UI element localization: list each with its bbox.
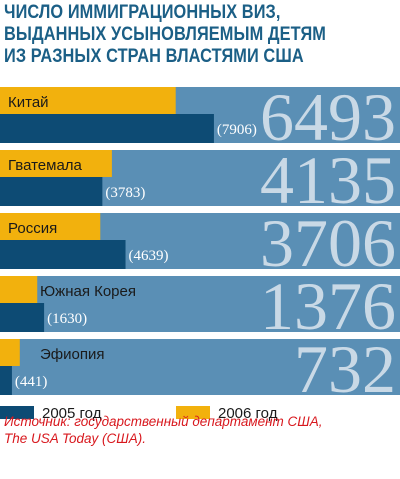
value-label-2006: 6493	[260, 79, 396, 155]
bar-2006	[0, 87, 176, 114]
value-label-2005: (7906)	[217, 122, 257, 138]
title-line: ЧИСЛО ИММИГРАЦИОННЫХ ВИЗ,	[4, 2, 281, 23]
legend-label-2006: 2006 год	[218, 405, 278, 422]
bar-2006	[0, 213, 101, 240]
bar-2006	[0, 276, 38, 303]
value-label-2005: (441)	[15, 374, 48, 390]
source-note: Источник: государственный департамент СШ…	[4, 413, 396, 447]
value-label-2005: (4639)	[129, 248, 169, 264]
bar-2005	[0, 366, 12, 395]
value-label-2005: (3783)	[105, 185, 145, 201]
value-label-2006: 1376	[260, 268, 396, 344]
chart-title: ЧИСЛО ИММИГРАЦИОННЫХ ВИЗ, ВЫДАННЫХ УСЫНО…	[4, 2, 341, 68]
category-label: Китай	[8, 94, 49, 111]
bar-2005	[0, 303, 45, 332]
value-label-2006: 732	[294, 331, 396, 407]
source-line: Источник: государственный департамент СШ…	[4, 414, 323, 429]
title-line: ВЫДАННЫХ УСЫНОВЛЯЕМЫМ ДЕТЯМ	[4, 24, 326, 45]
bar-2005	[0, 240, 126, 269]
value-label-2005: (1630)	[47, 311, 87, 327]
category-label: Россия	[8, 220, 57, 237]
category-label: Гватемала	[8, 157, 83, 174]
category-label: Эфиопия	[40, 346, 104, 363]
row-panel	[0, 276, 400, 332]
source-line: The USA Today (США).	[4, 431, 146, 446]
legend-swatch-2006	[176, 406, 210, 419]
value-label-2006: 4135	[260, 142, 396, 218]
legend-label-2005: 2005 год	[42, 405, 102, 422]
bar-2006	[0, 339, 20, 366]
category-label: Южная Корея	[40, 283, 136, 300]
bar-2005	[0, 177, 103, 206]
row-panel	[0, 339, 400, 395]
bar-2006	[0, 150, 112, 177]
bar-2005	[0, 114, 214, 143]
value-label-2006: 3706	[260, 205, 396, 281]
title-line: ИЗ РАЗНЫХ СТРАН ВЛАСТЯМИ США	[4, 46, 304, 67]
legend-swatch-2005	[0, 406, 34, 419]
